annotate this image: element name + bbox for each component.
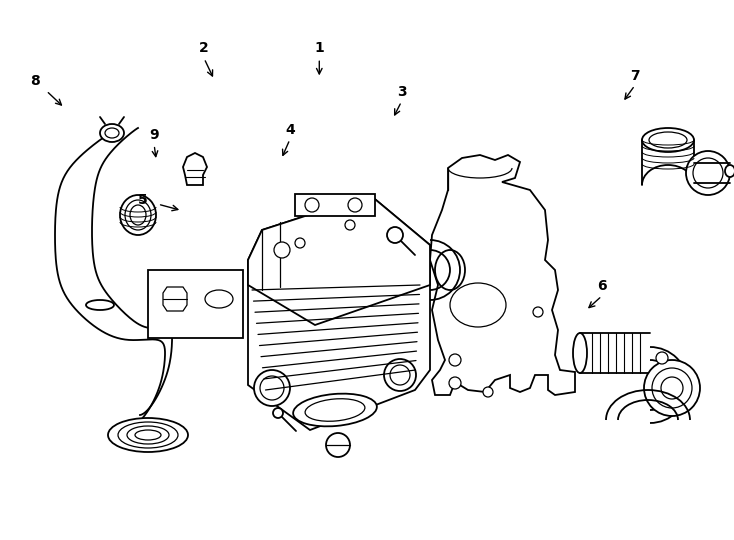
Polygon shape: [183, 153, 207, 185]
Ellipse shape: [100, 124, 124, 142]
Ellipse shape: [108, 418, 188, 452]
Ellipse shape: [273, 408, 283, 418]
Ellipse shape: [642, 128, 694, 152]
Ellipse shape: [387, 227, 403, 243]
Ellipse shape: [435, 250, 465, 290]
Ellipse shape: [656, 352, 668, 364]
Ellipse shape: [205, 290, 233, 308]
Ellipse shape: [450, 283, 506, 327]
Ellipse shape: [295, 238, 305, 248]
Ellipse shape: [573, 333, 587, 373]
Ellipse shape: [725, 165, 734, 177]
Bar: [148, 270, 243, 338]
Text: 2: 2: [199, 40, 209, 55]
Ellipse shape: [120, 195, 156, 235]
Ellipse shape: [384, 359, 416, 391]
Ellipse shape: [105, 128, 119, 138]
Ellipse shape: [644, 360, 700, 416]
Ellipse shape: [449, 377, 461, 389]
Text: 4: 4: [285, 123, 295, 137]
Ellipse shape: [449, 354, 461, 366]
Text: 1: 1: [314, 40, 324, 55]
Polygon shape: [163, 287, 187, 311]
Polygon shape: [430, 155, 575, 395]
Bar: [295, 194, 375, 216]
Ellipse shape: [483, 387, 493, 397]
Text: 3: 3: [396, 85, 407, 99]
Text: 7: 7: [630, 69, 640, 83]
Ellipse shape: [533, 307, 543, 317]
Text: 9: 9: [149, 128, 159, 142]
Text: 5: 5: [138, 193, 148, 207]
Ellipse shape: [345, 220, 355, 230]
Ellipse shape: [293, 394, 377, 427]
Ellipse shape: [686, 151, 730, 195]
Text: 8: 8: [30, 74, 40, 88]
Polygon shape: [248, 195, 430, 430]
Ellipse shape: [326, 433, 350, 457]
Text: 6: 6: [597, 279, 607, 293]
Ellipse shape: [305, 198, 319, 212]
Ellipse shape: [254, 370, 290, 406]
Polygon shape: [248, 195, 430, 325]
Ellipse shape: [274, 242, 290, 258]
Ellipse shape: [348, 198, 362, 212]
